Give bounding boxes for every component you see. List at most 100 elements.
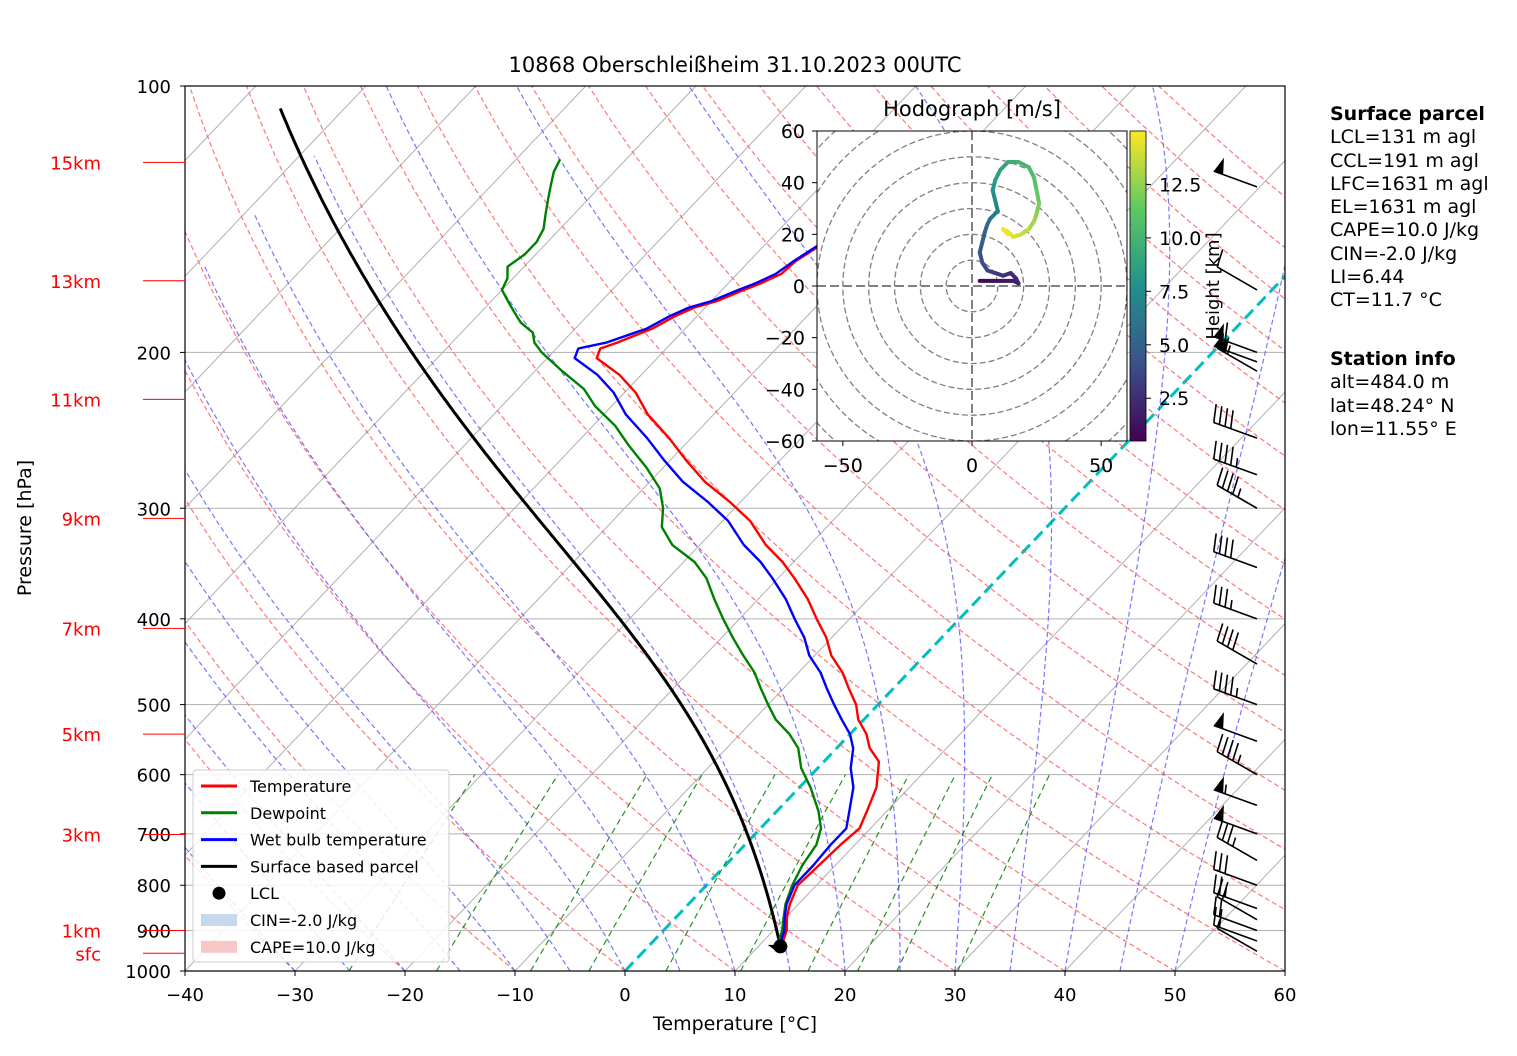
height-label: 11km: [50, 390, 101, 411]
legend-swatch: [201, 914, 237, 926]
wind-barb: [1216, 733, 1258, 776]
isotherm: [514, 159, 1285, 971]
colorbar-label: Height [km]: [1203, 232, 1224, 339]
info-line: LFC=1631 m agl: [1330, 172, 1489, 195]
barb-half: [1224, 341, 1228, 351]
dry-adiabat: [531, 86, 1285, 791]
barb-staff: [1216, 927, 1258, 952]
x-tick-label: −40: [166, 985, 204, 1006]
wind-barb: [1212, 670, 1258, 706]
station-info-title: Station info: [1330, 348, 1456, 370]
hodograph-x-label: −50: [823, 455, 863, 477]
hodograph-trace: [977, 160, 1042, 286]
moist-adiabat: [385, 86, 846, 971]
mixing-ratio-line: [896, 774, 993, 971]
dry-adiabat: [185, 369, 736, 971]
wind-barb: [1212, 404, 1258, 439]
barb-staff: [1213, 551, 1258, 569]
legend-label: Temperature: [249, 777, 351, 796]
zero-isotherm: [623, 274, 1285, 971]
temperatureline: [595, 154, 982, 952]
moist-adiabat: [516, 86, 901, 971]
info-line: CT=11.7 °C: [1330, 289, 1442, 312]
x-axis-label: Temperature [°C]: [652, 1013, 817, 1035]
hodograph-segment: [1034, 188, 1042, 206]
barb-full: [1224, 855, 1229, 874]
hodograph-ticks: −50 0 50 60 40 20 0 −20 −40 −60: [765, 121, 1113, 477]
y-tick-label: 700: [137, 825, 171, 846]
isotherm: [734, 391, 1285, 971]
barb-full: [1212, 851, 1217, 870]
wind-barbs: [1212, 157, 1258, 952]
isotherm: [1064, 738, 1285, 971]
hodograph-y-label: 40: [781, 173, 805, 195]
info-line: LI=6.44: [1330, 266, 1405, 289]
height-label: 1km: [62, 922, 101, 943]
barb-full: [1229, 446, 1234, 466]
colorbar-tick-label: 5.0: [1159, 335, 1189, 357]
barb-full: [1212, 584, 1217, 604]
legend-label: Wet bulb temperature: [250, 831, 427, 850]
wind-barb: [1216, 467, 1258, 509]
barb-full: [1224, 674, 1229, 694]
colorbar-tick-label: 7.5: [1159, 281, 1189, 303]
hodograph-ring: [842, 156, 1102, 416]
wind-barb: [1213, 804, 1258, 835]
barb-half: [1229, 600, 1233, 610]
barb-full: [1216, 819, 1224, 838]
mixing-ratio-line: [530, 774, 648, 971]
legend-label: CIN=-2.0 J/kg: [250, 911, 357, 930]
isotherm: [185, 86, 587, 509]
barb-half: [1237, 754, 1242, 764]
barb-full: [1218, 908, 1223, 928]
y-tick-label: 600: [137, 766, 171, 787]
wind-barb: [1212, 584, 1258, 620]
hodograph-y-label: 60: [781, 121, 805, 143]
moist-adiabat: [185, 358, 626, 971]
barb-staff: [1216, 347, 1258, 372]
lcl-marker: [773, 939, 788, 954]
legend-label: Surface based parcel: [250, 857, 419, 876]
height-label: 7km: [62, 619, 101, 640]
barb-staff: [1213, 914, 1258, 932]
barb-full: [1229, 539, 1234, 559]
barb-full: [1226, 825, 1234, 844]
barb-staff: [1216, 484, 1258, 509]
barb-staff: [1216, 266, 1258, 291]
info-line: EL=1631 m agl: [1330, 196, 1477, 219]
barb-flag: [1213, 157, 1224, 175]
hodograph-segment: [1001, 227, 1011, 237]
wind-barb: [1216, 249, 1258, 291]
barb-staff: [1213, 788, 1258, 807]
barb-full: [1218, 853, 1223, 872]
barb-full: [1224, 408, 1229, 427]
wind-barb: [1212, 906, 1258, 942]
barb-staff: [1213, 345, 1258, 363]
barb-staff: [1213, 688, 1258, 706]
mixing-ratio-line: [857, 774, 956, 971]
y-tick-label: 900: [137, 922, 171, 943]
legend-label: Dewpoint: [250, 804, 326, 823]
y-axis-label: Pressure [hPa]: [14, 460, 36, 596]
height-label: 9km: [62, 509, 101, 530]
x-tick-label: 40: [1054, 985, 1077, 1006]
barb-half: [1226, 345, 1232, 355]
barb-staff: [1213, 868, 1258, 886]
mixing-ratio-line: [665, 774, 776, 971]
barb-half: [1231, 837, 1237, 847]
isotherm: [185, 86, 697, 625]
dry-adiabat: [302, 86, 1176, 971]
dry-adiabat: [185, 620, 516, 971]
moist-adiabat: [204, 266, 681, 971]
barb-full: [1231, 476, 1240, 495]
barb-full: [1226, 473, 1234, 492]
hodograph-grid: [817, 131, 1127, 441]
x-tick-label: 0: [619, 985, 630, 1006]
colorbar-tick-label: 10.0: [1159, 228, 1201, 250]
barb-flag: [1213, 323, 1224, 341]
wind-barb: [1212, 874, 1258, 910]
mixing-ratio-line: [957, 774, 1051, 971]
barb-staff: [1216, 895, 1258, 921]
hodograph-ring: [919, 233, 1025, 339]
